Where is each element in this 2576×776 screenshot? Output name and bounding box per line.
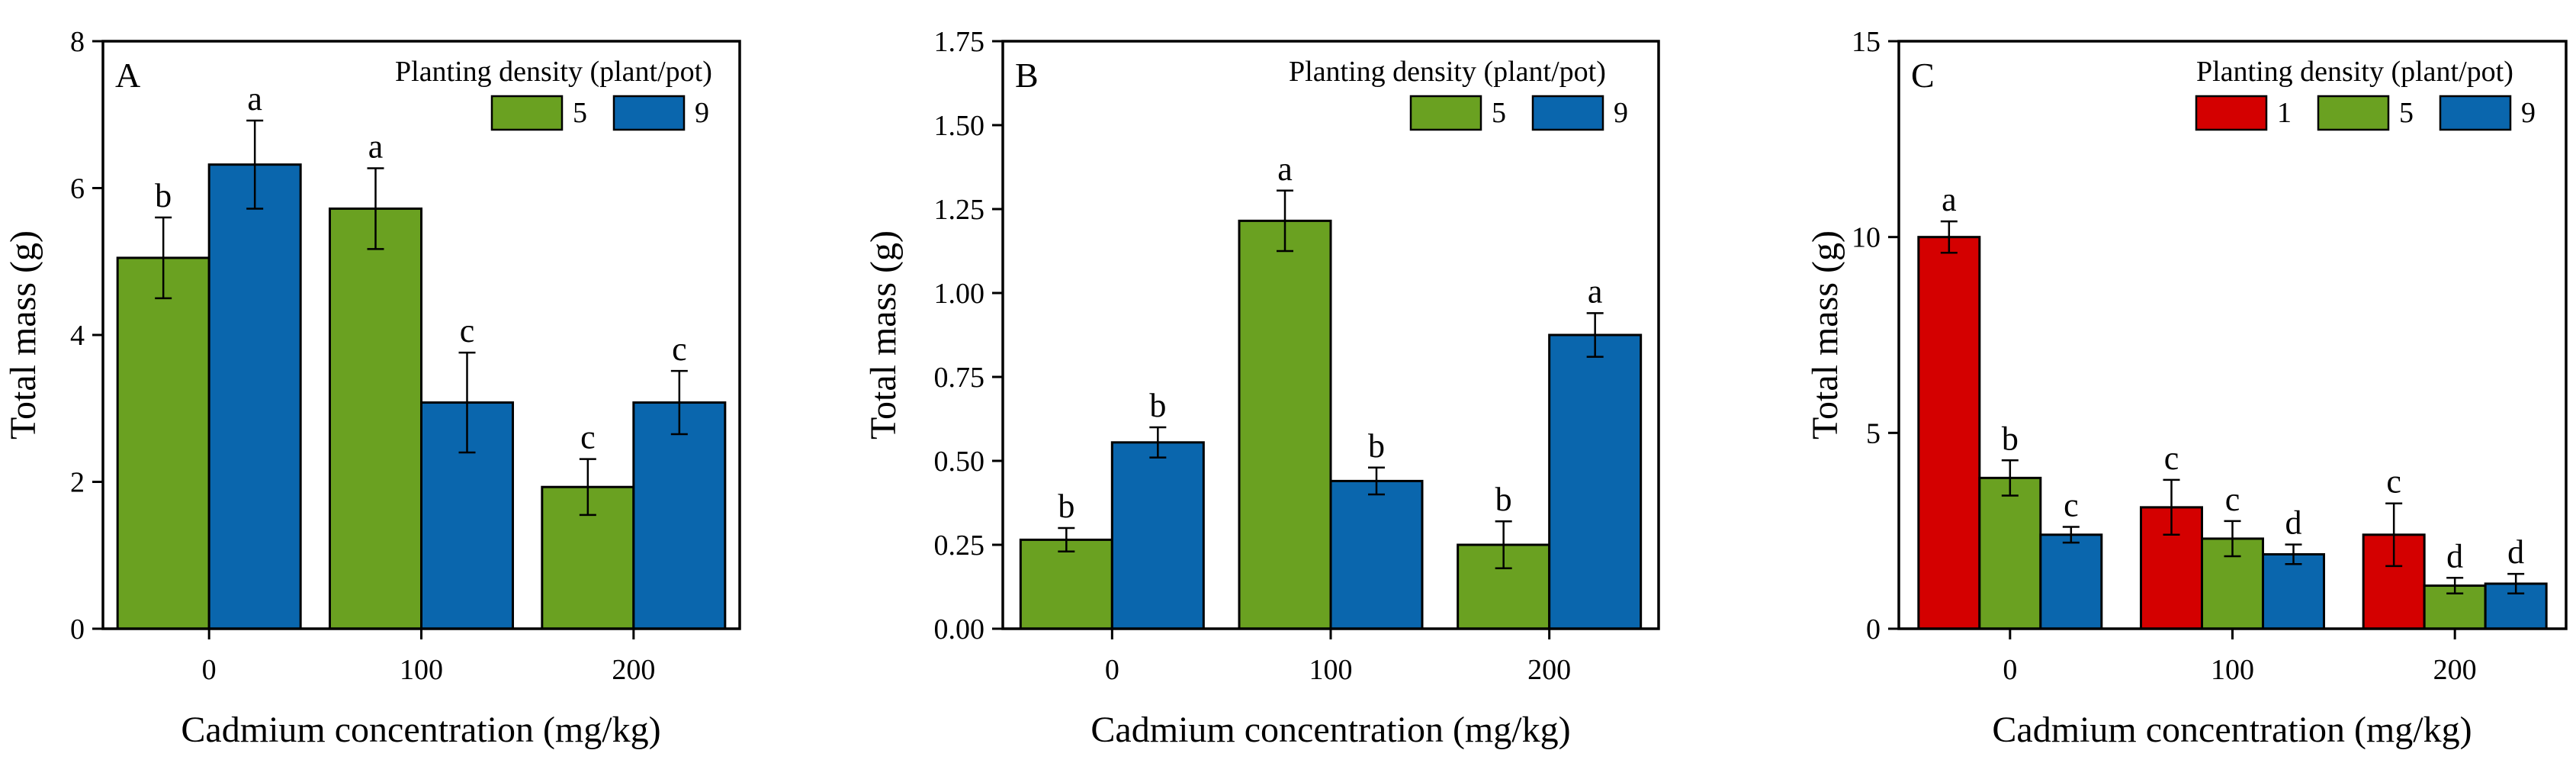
y-tick-label-b: 0.00	[934, 613, 985, 646]
significance-letter-c-series9-cat0: c	[2064, 487, 2079, 524]
y-tick-label-c: 5	[1866, 417, 1881, 449]
legend-swatch-a-series9	[612, 95, 686, 131]
significance-letter-a-series5-cat100: a	[368, 128, 384, 166]
y-axis-title-b: Total mass (g)	[863, 230, 904, 440]
bar-b-series9-cat100	[1329, 479, 1424, 630]
significance-letter-c-series1-cat200: c	[2386, 463, 2401, 501]
legend-label-a-series9: 9	[695, 97, 709, 129]
x-axis-title-b: Cadmium concentration (mg/kg)	[1090, 710, 1570, 750]
significance-letter-c-series9-cat200: d	[2507, 533, 2524, 571]
x-tick-label-b: 100	[1309, 654, 1353, 686]
x-tick-label-c: 200	[2433, 654, 2477, 686]
x-tick-label-c: 100	[2211, 654, 2254, 686]
significance-letter-b-series9-cat100: b	[1368, 427, 1385, 465]
y-tick-label-b: 1.25	[934, 194, 985, 226]
significance-letter-c-series1-cat100: c	[2164, 440, 2179, 477]
y-tick-label-b: 1.50	[934, 110, 985, 142]
legend-label-b-series9: 9	[1614, 97, 1628, 129]
x-tick-label-a: 200	[612, 654, 655, 686]
x-tick-label-a: 100	[400, 654, 443, 686]
legend-label-b-series5: 5	[1492, 97, 1506, 129]
significance-letter-b-series5-cat200: b	[1495, 481, 1512, 518]
significance-letter-b-series5-cat100: a	[1277, 150, 1293, 188]
bar-b-series5-cat100	[1238, 219, 1332, 630]
significance-letter-c-series5-cat100: c	[2225, 481, 2240, 518]
significance-letter-a-series5-cat200: c	[580, 419, 596, 456]
bar-b-series5-cat0	[1019, 538, 1113, 630]
y-tick-label-a: 0	[70, 613, 85, 646]
significance-letter-b-series9-cat200: a	[1588, 272, 1603, 310]
panel-label-a: A	[115, 56, 140, 95]
significance-letter-b-series9-cat0: b	[1149, 387, 1166, 424]
x-tick-label-b: 0	[1105, 654, 1119, 686]
bar-b-series9-cat0	[1110, 441, 1205, 630]
bar-a-series9-cat0	[207, 163, 302, 630]
chart-panel-a: b a c a c c 0 2 4 6 8 0 100 200 Cadmium concentration …	[3, 26, 741, 750]
y-tick-label-a: 8	[70, 26, 85, 58]
legend-swatch-c-series5	[2317, 95, 2390, 131]
y-tick-label-a: 6	[70, 173, 85, 205]
significance-letter-c-series5-cat0: b	[2002, 420, 2019, 457]
y-axis-title-a: Total mass (g)	[3, 230, 43, 440]
y-tick-label-b: 0.25	[934, 530, 985, 562]
bar-c-series9-cat100	[2262, 552, 2325, 630]
legend-label-c-series9: 9	[2521, 97, 2536, 129]
bar-a-series9-cat200	[632, 401, 727, 630]
x-tick-label-b: 200	[1527, 654, 1571, 686]
significance-letter-c-series9-cat100: d	[2285, 504, 2302, 542]
legend-swatch-b-series5	[1409, 95, 1482, 131]
y-tick-label-c: 0	[1866, 613, 1881, 646]
x-axis-title-a: Cadmium concentration (mg/kg)	[181, 710, 660, 750]
significance-letter-a-series9-cat200: c	[672, 330, 687, 368]
y-tick-label-a: 4	[70, 320, 85, 352]
bar-c-series1-cat0	[1917, 236, 1981, 630]
legend-swatch-b-series9	[1531, 95, 1604, 131]
y-tick-label-b: 0.50	[934, 446, 985, 478]
bar-b-series9-cat200	[1548, 333, 1643, 630]
significance-letter-a-series9-cat100: c	[460, 312, 475, 349]
legend-title-c: Planting density (plant/pot)	[2196, 56, 2513, 88]
bar-c-series5-cat0	[1978, 476, 2042, 630]
legend-label-a-series5: 5	[573, 97, 587, 129]
chart-panel-b: b a b b b a 0.00 0.25 0.50 0.75 1.00 1.25 1.50 1.75 0 1…	[863, 26, 1660, 750]
bar-a-series5-cat0	[116, 256, 210, 630]
significance-letter-c-series5-cat200: d	[2446, 537, 2463, 575]
legend-label-c-series1: 1	[2277, 97, 2292, 129]
significance-letter-c-series1-cat0: a	[1942, 181, 1957, 218]
significance-letter-b-series5-cat0: b	[1058, 488, 1074, 525]
x-tick-label-c: 0	[2003, 654, 2017, 686]
legend-title-a: Planting density (plant/pot)	[395, 56, 712, 88]
legend-swatch-a-series5	[490, 95, 564, 131]
y-tick-label-b: 1.75	[934, 26, 985, 58]
panel-label-c: C	[1911, 56, 1935, 95]
legend-swatch-c-series1	[2195, 95, 2268, 131]
y-axis-title-c: Total mass (g)	[1805, 230, 1845, 440]
bar-a-series5-cat100	[329, 207, 422, 630]
legend-label-c-series5: 5	[2399, 97, 2414, 129]
x-tick-label-a: 0	[202, 654, 217, 686]
y-tick-label-c: 15	[1852, 26, 1881, 58]
panel-label-b: B	[1015, 56, 1039, 95]
x-axis-title-c: Cadmium concentration (mg/kg)	[1992, 710, 2472, 750]
significance-letter-a-series9-cat0: a	[247, 80, 262, 118]
y-tick-label-c: 10	[1852, 222, 1881, 254]
legend-title-b: Planting density (plant/pot)	[1289, 56, 1606, 88]
bar-c-series9-cat0	[2039, 533, 2103, 630]
y-tick-label-b: 1.00	[934, 278, 985, 310]
y-tick-label-b: 0.75	[934, 362, 985, 394]
y-tick-label-a: 2	[70, 467, 85, 499]
legend-swatch-c-series9	[2439, 95, 2512, 131]
significance-letter-a-series5-cat0: b	[155, 177, 172, 214]
